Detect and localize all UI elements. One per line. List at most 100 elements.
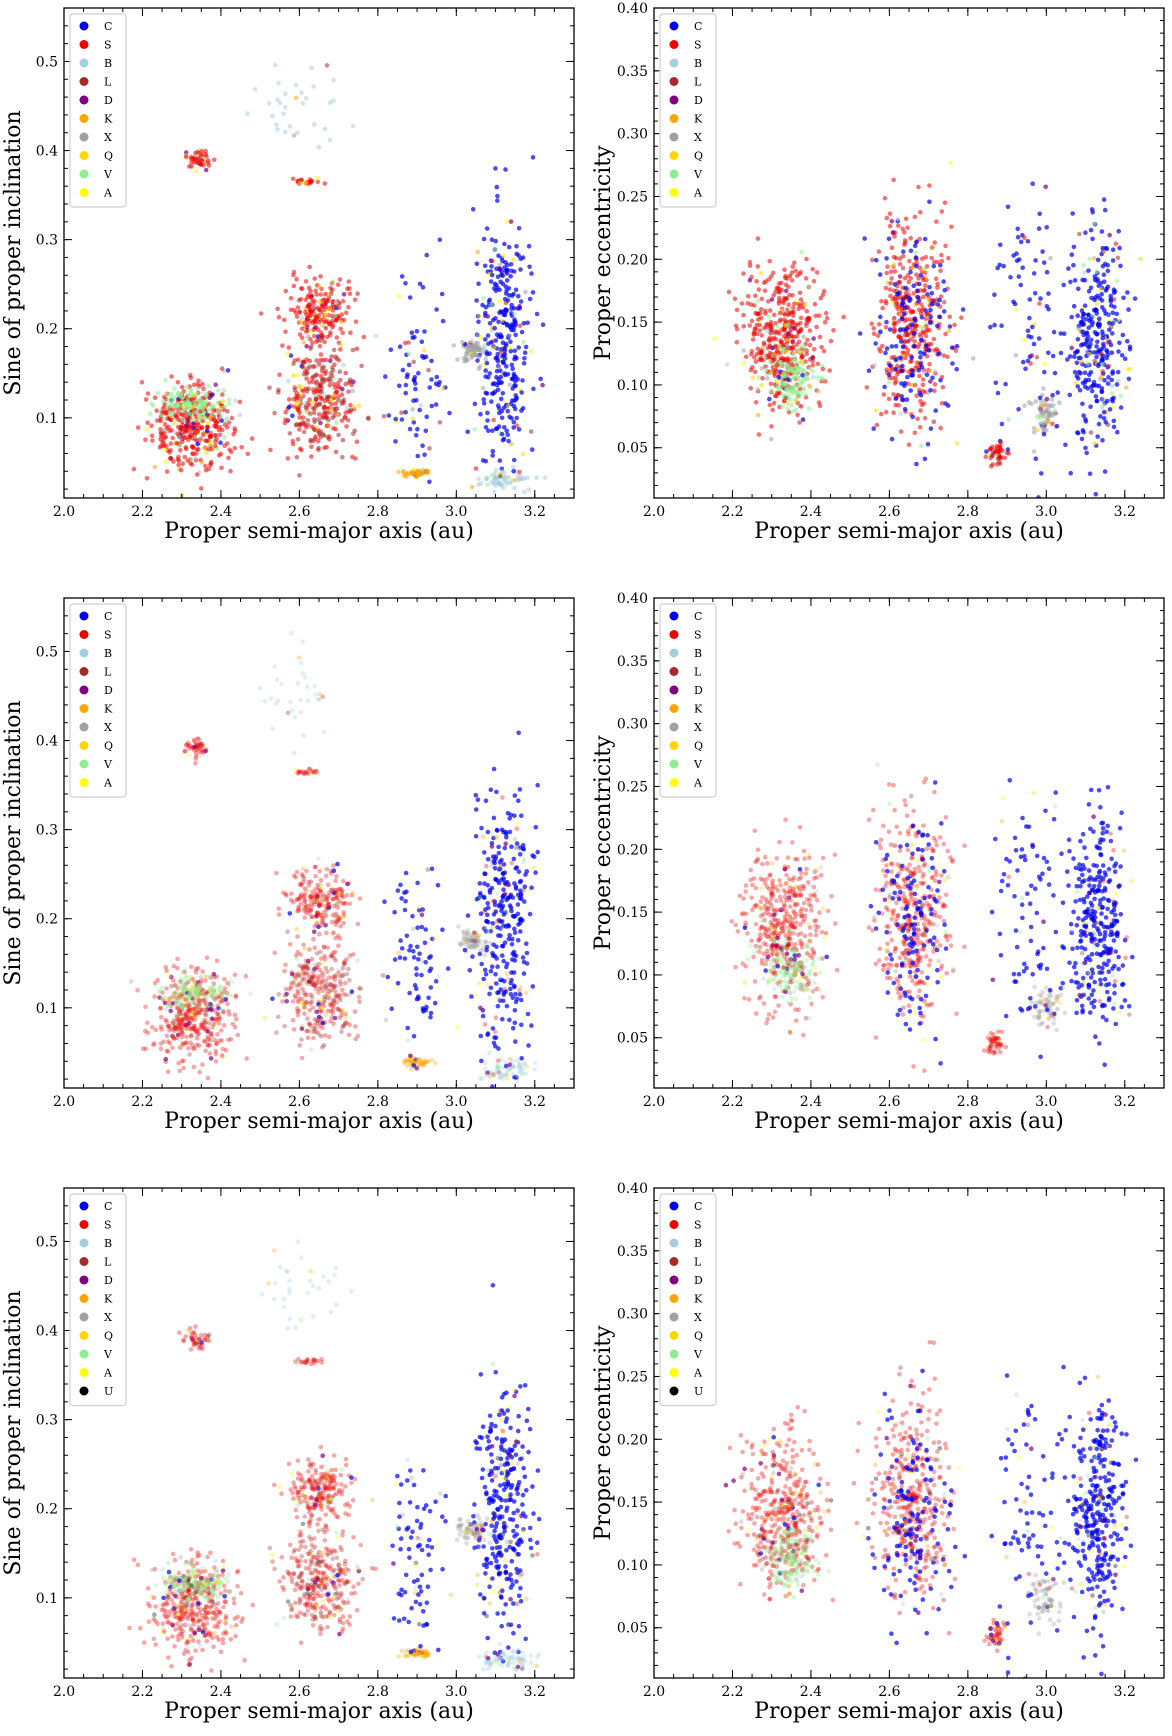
data-point: [316, 417, 321, 422]
data-point: [332, 984, 337, 990]
data-point: [496, 364, 502, 370]
data-point: [186, 1046, 191, 1051]
data-point: [144, 427, 149, 433]
data-point: [177, 428, 183, 433]
data-point: [791, 385, 796, 390]
data-point: [304, 1000, 310, 1006]
data-point: [322, 956, 328, 962]
legend-marker: [79, 77, 89, 86]
data-point: [883, 409, 889, 415]
data-point: [540, 382, 545, 388]
data-point: [180, 422, 185, 428]
data-point: [487, 321, 493, 326]
data-point: [297, 963, 303, 969]
data-point: [1046, 350, 1051, 356]
data-point: [302, 422, 308, 428]
data-point: [928, 307, 933, 313]
data-point: [323, 903, 329, 909]
data-point: [495, 193, 500, 199]
data-point: [782, 267, 787, 273]
data-point: [421, 347, 427, 353]
data-point: [165, 1003, 170, 1008]
data-point: [331, 393, 337, 399]
data-point: [473, 938, 478, 944]
data-point: [1092, 350, 1097, 355]
data-point: [888, 280, 893, 286]
data-point: [340, 437, 346, 443]
data-point: [213, 433, 219, 438]
data-point: [520, 406, 526, 411]
data-point: [178, 447, 183, 453]
data-point: [784, 338, 790, 343]
data-point: [203, 991, 209, 996]
legend-marker: [79, 151, 89, 160]
data-point: [873, 341, 878, 346]
data-point: [501, 958, 507, 964]
data-point: [304, 389, 310, 394]
data-point: [797, 349, 802, 355]
data-point: [1038, 296, 1043, 301]
data-point: [1089, 337, 1094, 343]
data-point: [276, 992, 282, 997]
data-point: [932, 240, 937, 245]
data-point: [199, 990, 205, 996]
data-point: [330, 975, 335, 980]
data-point: [476, 476, 481, 482]
data-point: [954, 343, 960, 349]
data-point: [334, 919, 340, 925]
data-point: [172, 982, 178, 988]
data-point: [1099, 229, 1105, 234]
data-point: [196, 992, 201, 998]
data-point: [348, 402, 353, 408]
data-point: [299, 1037, 304, 1042]
data-point: [304, 376, 309, 381]
data-point: [205, 990, 210, 995]
data-point: [794, 273, 800, 279]
data-point: [1078, 371, 1083, 376]
data-point: [776, 301, 782, 306]
data-point: [300, 966, 306, 971]
data-point: [797, 393, 802, 399]
data-point: [308, 897, 314, 903]
data-point: [151, 403, 156, 409]
data-point: [340, 298, 346, 304]
data-point: [302, 899, 308, 904]
data-point: [305, 1028, 311, 1034]
data-point: [1052, 370, 1058, 376]
data-point: [187, 995, 192, 1000]
plot-frame: [653, 7, 1165, 499]
data-point: [189, 1012, 195, 1017]
data-point: [341, 909, 346, 915]
data-point: [310, 400, 315, 405]
data-point: [1029, 353, 1034, 358]
data-point: [180, 461, 186, 467]
data-point: [940, 384, 946, 390]
data-point: [340, 386, 345, 392]
data-point: [171, 459, 176, 464]
data-point: [769, 388, 774, 394]
data-point: [334, 893, 339, 899]
data-point: [1016, 407, 1021, 412]
data-point: [294, 897, 300, 902]
data-point: [186, 1001, 192, 1006]
data-point: [179, 1059, 185, 1064]
data-point: [758, 270, 764, 276]
data-point: [317, 343, 323, 349]
data-point: [1085, 386, 1091, 391]
data-point: [891, 317, 896, 322]
data-point: [318, 889, 324, 895]
data-point: [1099, 291, 1104, 297]
data-point: [1138, 256, 1143, 262]
data-point: [211, 981, 217, 986]
data-point: [319, 332, 325, 338]
data-point: [333, 449, 339, 455]
data-point: [518, 985, 523, 990]
data-point: [326, 981, 332, 986]
data-point: [326, 989, 331, 994]
data-point: [1080, 380, 1086, 386]
data-point: [526, 243, 532, 249]
data-point: [712, 336, 717, 342]
data-point: [488, 787, 494, 792]
data-point: [750, 375, 756, 381]
data-point: [469, 338, 475, 344]
